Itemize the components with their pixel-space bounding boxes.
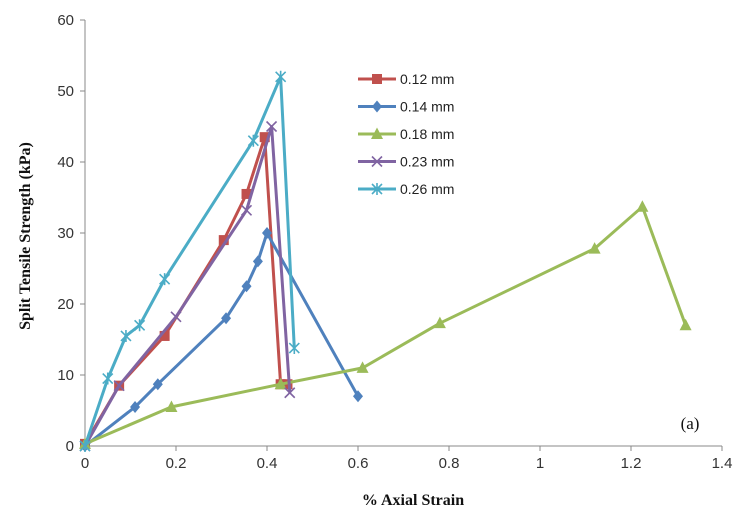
legend-label: 0.26 mm <box>400 181 454 197</box>
data-point <box>372 100 382 113</box>
data-point <box>221 312 232 325</box>
panel-label: (a) <box>681 414 700 433</box>
data-point <box>218 235 229 246</box>
y-tick-label: 50 <box>57 83 74 100</box>
legend-label: 0.23 mm <box>400 154 454 170</box>
x-tick-label: 0 <box>81 455 89 472</box>
data-point <box>130 400 141 413</box>
legend-item: 0.26 mm <box>358 181 454 197</box>
data-point <box>433 316 446 329</box>
data-point <box>353 390 363 403</box>
x-tick-label: 0.2 <box>166 455 187 472</box>
data-point <box>288 342 300 355</box>
legend-item: 0.18 mm <box>358 126 454 142</box>
legend-label: 0.18 mm <box>400 126 454 142</box>
data-point <box>165 400 178 412</box>
data-point <box>240 204 253 216</box>
series-line <box>84 231 360 448</box>
y-tick-label: 20 <box>57 296 74 313</box>
data-point <box>372 74 382 84</box>
data-point <box>265 120 278 133</box>
series-0-18-mm <box>79 200 692 449</box>
axes: 0 0.2 0.4 0.6 0.8 1 1.2 1.4 0 10 20 30 40 50 60 <box>57 12 732 472</box>
x-tick-label: 0.6 <box>348 455 369 472</box>
data-point <box>284 387 296 399</box>
y-tick-label: 30 <box>57 225 74 242</box>
legend-label: 0.14 mm <box>400 99 454 115</box>
data-point <box>588 242 601 254</box>
data-point <box>356 361 369 373</box>
data-point <box>252 255 263 268</box>
data-point <box>241 188 252 199</box>
series-line <box>84 205 688 446</box>
y-tick-label: 0 <box>66 438 74 455</box>
data-point <box>79 440 91 452</box>
data-point <box>152 378 163 391</box>
data-point <box>113 380 125 392</box>
data-point <box>371 127 383 139</box>
data-point <box>679 318 692 331</box>
x-tick-label: 1 <box>536 455 544 472</box>
legend: 0.12 mm 0.14 mm 0.18 mm 0.23 mm 0.26 mm <box>358 71 454 197</box>
legend-label: 0.12 mm <box>400 71 454 87</box>
data-point <box>241 280 252 293</box>
data-point <box>262 227 272 239</box>
data-point <box>371 183 383 195</box>
x-tick-label: 1.2 <box>621 455 642 472</box>
legend-item: 0.12 mm <box>358 71 454 87</box>
data-point <box>247 134 259 147</box>
data-point <box>636 200 649 212</box>
data-point <box>120 329 132 342</box>
series-line <box>83 75 296 447</box>
x-tick-label: 0.8 <box>439 455 460 472</box>
series-0-23-mm <box>79 120 296 452</box>
legend-item: 0.14 mm <box>358 99 454 115</box>
data-point <box>170 311 182 323</box>
x-axis-title: % Axial Strain <box>362 492 464 509</box>
y-axis-title: Split Tensile Strength (kPa) <box>17 142 34 330</box>
x-tick-label: 0.4 <box>257 455 278 472</box>
data-point <box>275 70 287 83</box>
data-point <box>159 273 171 286</box>
series-line <box>83 135 288 445</box>
data-point <box>159 330 170 341</box>
series-line <box>83 125 292 447</box>
data-point <box>102 372 114 385</box>
data-point <box>259 132 270 143</box>
legend-item: 0.23 mm <box>358 154 454 170</box>
data-point <box>371 155 383 168</box>
data-point <box>274 377 287 390</box>
data-point <box>134 319 146 332</box>
x-tick-label: 1.4 <box>712 455 733 472</box>
y-tick-label: 10 <box>57 367 74 384</box>
series-0-26-mm <box>79 70 300 452</box>
y-tick-label: 60 <box>57 12 74 29</box>
series-layer <box>79 70 692 452</box>
y-tick-label: 40 <box>57 154 74 171</box>
